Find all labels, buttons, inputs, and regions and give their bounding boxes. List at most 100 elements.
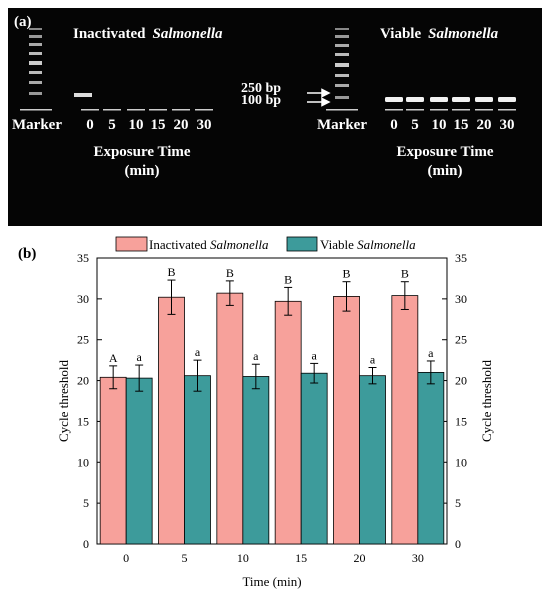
lane-underline <box>430 109 448 111</box>
significance-letter: B <box>226 266 234 280</box>
gel-svg: (a) Inactivated Salmonella Viable Salmonel… <box>12 14 516 179</box>
left-title-italic: Salmonella <box>153 26 224 42</box>
y-tick-label-right: 15 <box>455 414 467 428</box>
bar-inactivated <box>333 296 360 545</box>
y-axis-label-right: Cycle threshold <box>479 360 494 442</box>
ladder-band <box>29 92 42 95</box>
significance-letter: a <box>253 349 259 363</box>
legend-viable-prefix: Viable <box>320 237 354 252</box>
bar-viable <box>417 371 445 545</box>
significance-letter: a <box>428 346 434 360</box>
x-tick-label: 15 <box>295 551 307 565</box>
left-lane-label: 15 <box>151 117 166 133</box>
significance-letter: a <box>195 345 201 359</box>
panel-label-a: (a) <box>14 14 32 30</box>
y-tick-label-right: 5 <box>455 496 461 510</box>
bar-inactivated <box>274 300 302 545</box>
left-marker-ladder <box>29 28 42 95</box>
right-lane-label: 0 <box>390 117 398 133</box>
ladder-band <box>335 44 349 47</box>
right-sample-bands <box>385 97 516 102</box>
significance-letter: a <box>312 348 318 362</box>
y-tick-label-right: 20 <box>455 374 467 388</box>
bar-viable <box>242 376 270 545</box>
left-lane-labels: 0 5 10 15 20 30 <box>86 117 211 133</box>
x-tick-label: 10 <box>237 551 249 565</box>
y-tick-label-left: 30 <box>77 292 89 306</box>
lane-underline <box>498 109 516 111</box>
ladder-band <box>335 53 349 56</box>
bar-inactivated <box>158 296 185 545</box>
bar-inactivated <box>216 292 244 545</box>
left-lane-label: 30 <box>197 117 212 133</box>
x-tick-label: 5 <box>182 551 188 565</box>
left-xlabel-line2: (min) <box>125 163 160 179</box>
right-lane-underlines <box>326 109 516 111</box>
x-axis-label: Time (min) <box>242 574 301 589</box>
left-sample-band-lane-0 <box>74 93 92 97</box>
x-tick-label: 20 <box>354 551 366 565</box>
bar-inactivated <box>391 295 419 545</box>
y-tick-label-left: 35 <box>77 251 89 265</box>
lane-underline <box>326 109 358 111</box>
significance-letter: a <box>370 352 376 366</box>
right-gel-title: Viable Salmonella <box>380 26 499 42</box>
y-tick-label-left: 15 <box>77 414 89 428</box>
left-lane-label: 5 <box>108 117 116 133</box>
y-axis-label-left: Cycle threshold <box>56 360 71 442</box>
x-tick-label: 30 <box>412 551 424 565</box>
lane-underline <box>195 109 213 111</box>
right-marker-ladder <box>335 28 349 99</box>
bar-viable <box>359 375 386 545</box>
legend-viable-italic: Salmonella <box>357 237 416 252</box>
legend-label-viable: Viable Salmonella <box>320 237 416 252</box>
legend-inactivated-italic: Salmonella <box>210 237 269 252</box>
significance-letter: B <box>284 272 292 286</box>
y-tick-label-right: 35 <box>455 251 467 265</box>
y-tick-label-right: 10 <box>455 455 467 469</box>
right-sample-band <box>430 97 448 102</box>
ladder-band <box>29 81 42 84</box>
lane-underline <box>103 109 121 111</box>
bar-chart-panel: (b) Inactivated Salmonella Viable Salmon… <box>0 228 550 595</box>
left-lane-label: 10 <box>129 117 144 133</box>
lane-underline <box>385 109 403 111</box>
y-tick-label-left: 0 <box>83 537 89 551</box>
legend-swatch-viable <box>286 236 318 252</box>
left-xlabel-line1: Exposure Time <box>93 144 190 160</box>
size-marker-100: 100 bp <box>241 93 281 108</box>
right-lane-label: 20 <box>477 117 492 133</box>
ladder-band <box>29 28 42 30</box>
significance-letter: B <box>401 267 409 281</box>
legend: Inactivated Salmonella Viable Salmonella <box>115 236 416 252</box>
legend-label-inactivated: Inactivated Salmonella <box>149 237 269 252</box>
right-sample-band <box>406 97 424 102</box>
right-xlabel-line1: Exposure Time <box>396 144 493 160</box>
ladder-band <box>29 52 42 55</box>
lane-underline <box>452 109 470 111</box>
y-tick-label-right: 0 <box>455 537 461 551</box>
arrow-100-head-icon <box>321 97 331 107</box>
panel-label-b: (b) <box>18 246 36 262</box>
size-marker-250: 250 bp <box>241 81 281 96</box>
arrow-250-head-icon <box>321 88 331 98</box>
y-tick-label-left: 10 <box>77 455 89 469</box>
right-title-italic: Salmonella <box>428 26 499 42</box>
ladder-band <box>335 63 349 67</box>
left-lane-label: 20 <box>174 117 189 133</box>
right-lane-label: 5 <box>411 117 419 133</box>
right-sample-band <box>475 97 493 102</box>
right-marker-label: Marker <box>317 117 367 133</box>
ladder-band <box>335 28 349 30</box>
left-lane-label: 0 <box>86 117 94 133</box>
ladder-band <box>335 35 349 38</box>
right-lane-label: 30 <box>500 117 515 133</box>
legend-swatch-inactivated <box>115 236 148 252</box>
right-xlabel-line2: (min) <box>428 163 463 179</box>
left-marker-label: Marker <box>12 117 62 133</box>
size-arrows <box>307 88 331 107</box>
ladder-band <box>29 35 42 38</box>
ladder-band <box>335 74 349 77</box>
bar-viable <box>125 377 153 545</box>
